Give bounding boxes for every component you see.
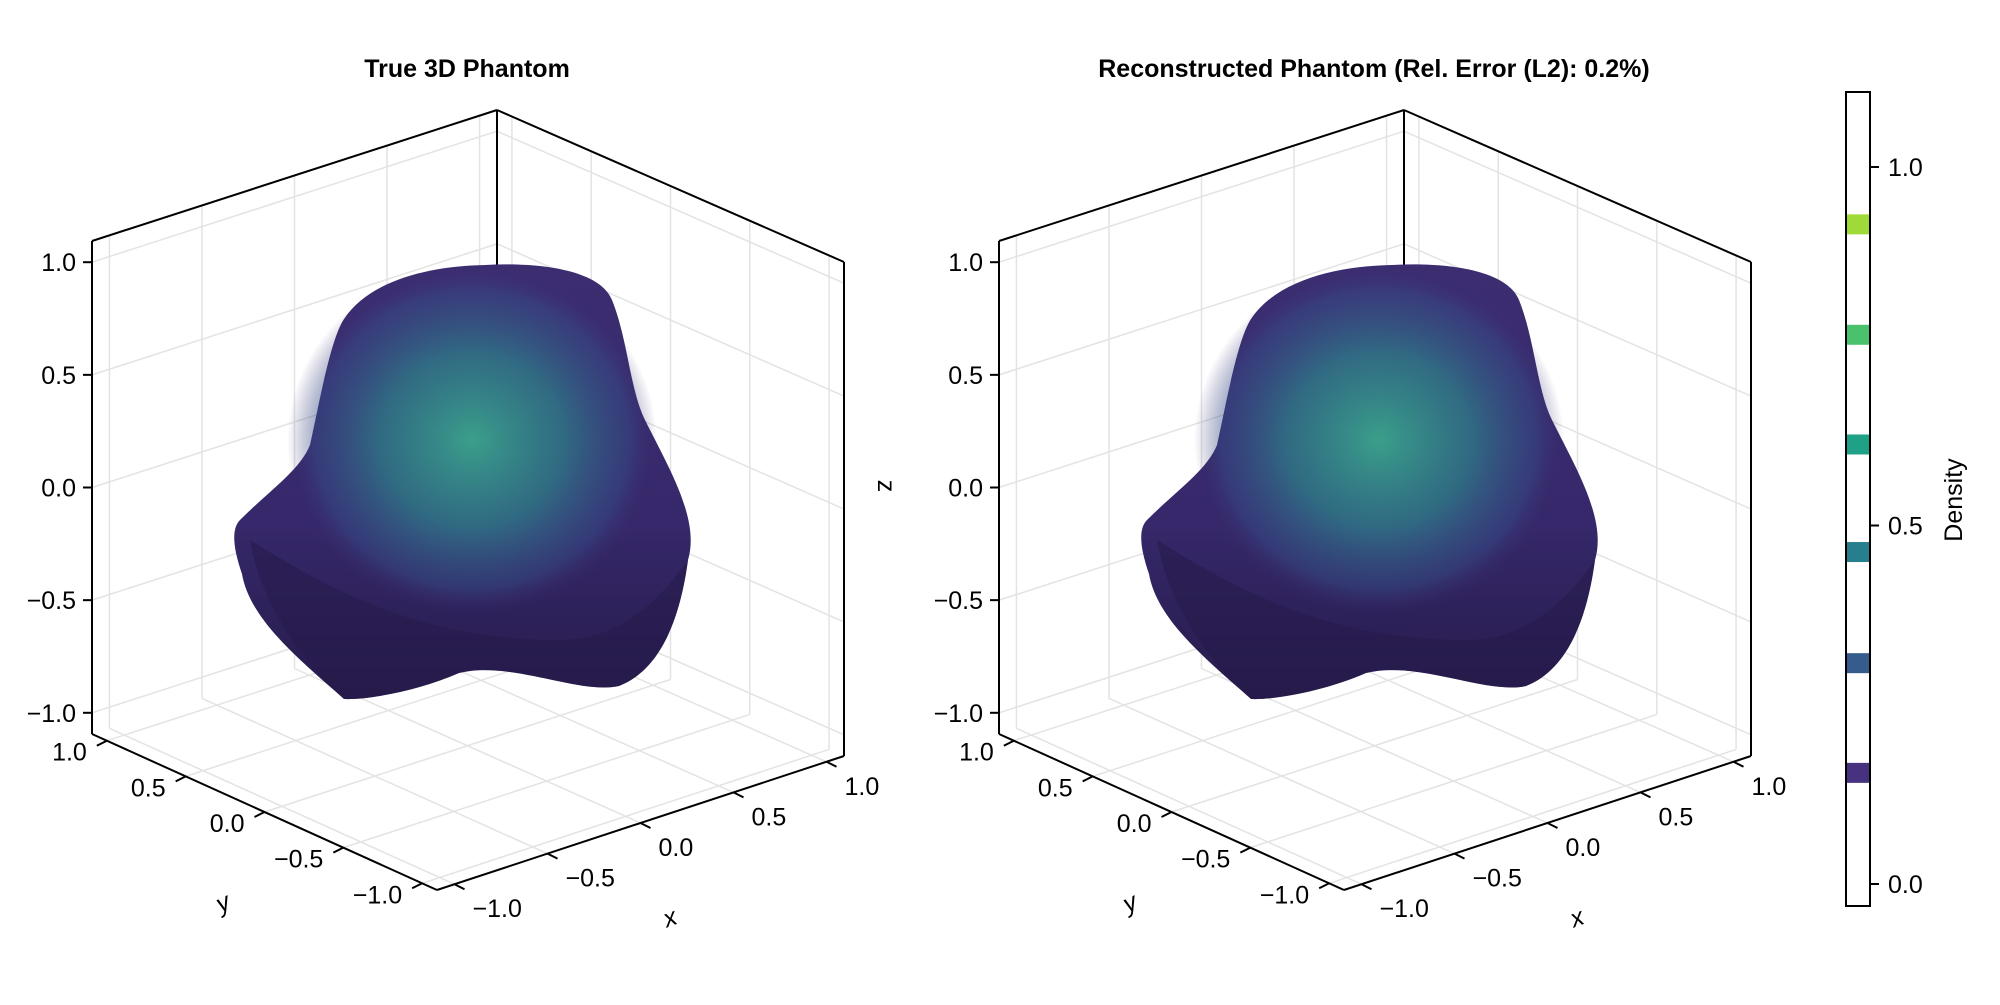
z-tick-label: −0.5 [27,587,76,615]
plot-title: True 3D Phantom [364,55,570,83]
axis-frame-line [496,109,845,263]
y-tick-label: 1.0 [959,739,994,767]
panel-true-phantom: True 3D Phantom −1.0 −0.5 0.0 0.5 1.0 1.0 0.5 0.… [27,55,880,934]
y-tick-mark [1239,846,1251,854]
phantom-shadow [1157,540,1595,700]
plot-title: Reconstructed Phantom (Rel. Error (L2): … [1098,55,1649,83]
gridline-z [998,243,1405,376]
x-tick-label: −0.5 [566,865,615,893]
y-tick-mark [175,775,187,783]
gridline-z [1403,130,1752,284]
gridline-z [496,130,845,284]
x-tick-mark [733,791,744,799]
y-tick-mark [1318,882,1330,890]
colorbar-label: Density [1940,458,1968,542]
y-tick-label: 0.0 [210,810,245,838]
y-tick-label: −1.0 [353,881,402,909]
x-tick-mark [1547,822,1558,829]
gridline-z [998,130,1405,263]
y-tick-label: −1.0 [1260,881,1309,909]
colorbar-level-band [1846,434,1870,455]
colorbar-level-band [1846,324,1870,345]
z-tick-label: 0.0 [41,475,76,503]
gridline-z [91,130,498,263]
colorbar-frame [1845,91,1871,907]
panel-reconstructed-phantom: Reconstructed Phantom (Rel. Error (L2): … [872,55,1786,934]
x-tick-label: −1.0 [473,895,522,923]
z-tick-label: 1.0 [41,249,76,277]
y-tick-mark [332,846,344,854]
x-tick-label: 0.0 [1566,834,1601,862]
x-axis-label: x [658,902,682,933]
z-tick-label: 0.5 [948,362,983,390]
x-tick-label: 0.5 [1658,803,1693,831]
x-tick-label: −1.0 [1380,895,1429,923]
y-tick-label: 0.5 [131,774,166,802]
colorbar-level-band [1846,653,1870,674]
z-tick-label: 0.0 [948,475,983,503]
y-axis-label: y [210,887,236,919]
y-tick-mark [1161,811,1172,818]
z-axis-label: z [872,480,900,493]
z-tick-label: −0.5 [934,587,983,615]
colorbar-tick-label: 0.5 [1888,513,1923,541]
y-tick-mark [1082,775,1094,783]
z-tick-label: 1.0 [948,249,983,277]
x-tick-label: 1.0 [1751,773,1786,801]
x-tick-mark [1640,791,1651,799]
y-tick-mark [1003,739,1015,747]
x-axis-label: x [1565,902,1589,933]
y-tick-label: 0.0 [1117,810,1152,838]
z-tick-label: −1.0 [934,700,983,728]
y-tick-mark [254,811,265,818]
colorbar-background [1846,92,1870,906]
x-tick-label: 1.0 [844,773,879,801]
gridline-y [264,678,671,813]
colorbar-tick-label: 1.0 [1888,154,1923,182]
colorbar: 0.0 0.5 1.0 Density [1845,91,1968,907]
z-tick-label: 0.5 [41,362,76,390]
y-tick-mark [96,739,108,747]
phantom-inner-core [287,265,657,615]
x-tick-mark [826,760,837,768]
y-tick-label: −0.5 [1181,846,1230,874]
phantom-shadow [250,540,688,700]
x-tick-mark [454,883,465,891]
x-tick-mark [547,852,558,860]
x-tick-label: 0.0 [659,834,694,862]
colorbar-tick-label: 0.0 [1888,871,1923,899]
gridline-z [91,243,498,376]
axis-frame-line [1403,109,1752,263]
phantom-inner-core [1194,265,1564,615]
x-tick-label: −0.5 [1473,865,1522,893]
colorbar-level-band [1846,214,1870,235]
x-tick-mark [640,822,651,829]
x-tick-mark [1733,760,1744,768]
z-tick-label: −1.0 [27,700,76,728]
gridline-y [1171,678,1578,813]
y-tick-mark [411,882,423,890]
x-tick-mark [1454,852,1465,860]
y-tick-label: 1.0 [52,739,87,767]
colorbar-level-band [1846,762,1870,783]
x-tick-label: 0.5 [751,803,786,831]
y-tick-label: 0.5 [1038,774,1073,802]
colorbar-level-band [1846,542,1870,563]
axis-frame-line [998,109,1405,242]
y-axis-label: y [1117,887,1143,919]
y-tick-label: −0.5 [274,846,323,874]
axis-frame-line [91,109,498,242]
x-tick-mark [1361,883,1372,891]
